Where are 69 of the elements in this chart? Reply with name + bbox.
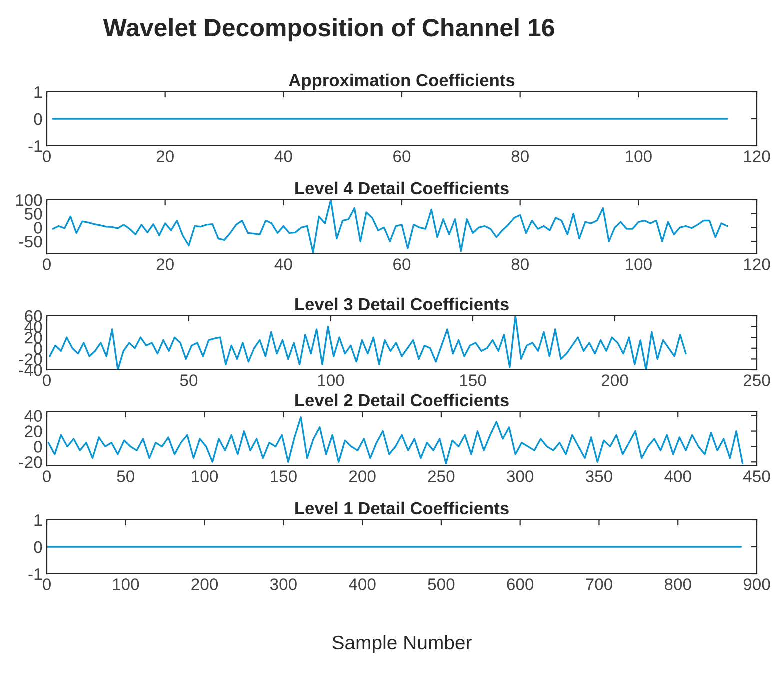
y-tick-label: 0 [34,113,42,126]
x-tick-label: 0 [43,578,51,590]
x-tick-label: 200 [602,374,628,386]
x-tick-label: 80 [512,258,529,270]
y-tick-label: -50 [19,236,42,248]
x-tick-label: 150 [460,374,486,386]
x-tick-label: 300 [270,578,297,590]
x-tick-label: 80 [512,150,529,162]
x-tick-label: 300 [507,470,534,482]
x-tick-label: 50 [180,374,198,386]
x-tick-label: 400 [349,578,376,590]
y-tick-label: 0 [34,541,42,554]
x-tick-label: 200 [192,578,218,590]
x-tick-label: 100 [192,470,218,482]
y-tick-label: -40 [19,364,42,376]
y-tick-label: 50 [24,208,42,220]
x-tick-label: 600 [507,578,534,590]
x-tick-label: 120 [744,258,770,270]
x-tick-label: 0 [43,470,51,482]
y-tick-label: -1 [28,140,42,152]
x-tick-label: 100 [113,578,140,590]
x-tick-label: 100 [318,374,344,386]
x-tick-label: 120 [744,150,770,162]
y-tick-label: 1 [34,86,42,98]
x-tick-label: 50 [117,470,135,482]
x-tick-label: 60 [394,258,411,270]
x-tick-label: 60 [394,150,411,162]
y-tick-label: 0 [34,222,42,234]
y-tick-label: 1 [34,514,42,526]
y-tick-label: 0 [34,441,42,453]
x-tick-label: 100 [626,258,652,270]
text: Wavelet Decomposition of Channel 16 [103,18,554,42]
x-tick-label: 150 [271,470,297,482]
y-tick-label: 40 [24,410,42,422]
y-tick-label: 100 [16,194,42,206]
x-tick-label: 20 [156,150,174,162]
line-series [49,316,687,370]
x-tick-label: 0 [43,150,51,162]
line-series [52,200,728,254]
chart-title: Level 2 Detail Coefficients [296,394,509,407]
x-tick-label: 100 [626,150,652,162]
x-tick-label: 20 [156,258,174,270]
x-tick-label: 500 [428,578,455,590]
x-tick-label: 350 [586,470,612,482]
x-tick-label: 0 [43,258,51,270]
y-tick-label: -1 [28,568,42,580]
chart-title: Level 1 Detail Coefficients [296,502,509,515]
y-tick-label: -20 [19,456,42,468]
y-tick-label: 40 [24,321,42,334]
x-tick-label: 400 [664,470,692,482]
line-series [48,416,744,465]
x-tick-label: 250 [428,470,455,482]
chart-title: Level 3 Detail Coefficients [296,298,509,311]
x-tick-label: 700 [586,578,612,590]
chart-title: Approximation Coefficients [289,74,515,90]
x-tick-label: 40 [274,258,292,270]
x-tick-label: 900 [744,578,770,590]
y-tick-label: 20 [25,426,42,438]
x-tick-label: 40 [274,150,292,162]
x-axis-title: Sample Number [332,635,472,654]
x-tick-label: 250 [744,374,770,386]
x-tick-label: 0 [43,374,51,386]
x-tick-label: 200 [349,470,376,482]
chart-title: Level 4 Detail Coefficients [296,182,509,195]
y-tick-label: 60 [25,310,42,322]
y-tick-label: -20 [19,354,42,366]
y-tick-label: 20 [25,332,42,344]
x-tick-label: 800 [664,578,692,590]
x-tick-label: 450 [743,470,770,482]
